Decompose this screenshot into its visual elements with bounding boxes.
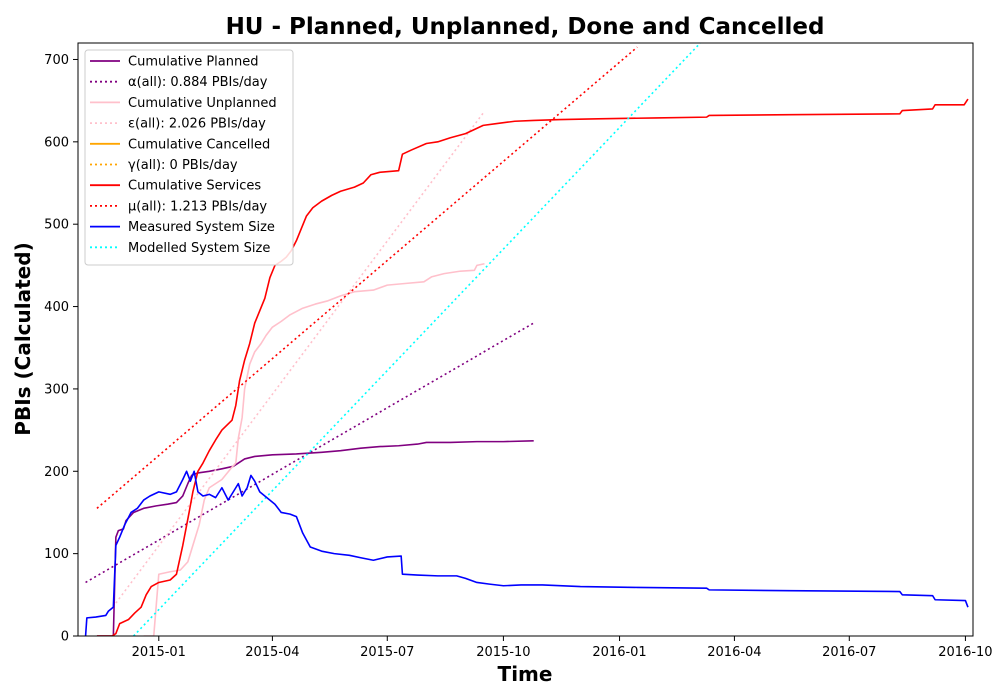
legend-entry: Cumulative Unplanned: [90, 96, 277, 111]
series-line-8: [84, 470, 969, 636]
series-layer: [84, 43, 969, 636]
x-tick-label: 2015-04: [245, 645, 299, 660]
legend-entry: α(all): 0.884 PBIs/day: [90, 75, 268, 90]
legend-label: Cumulative Unplanned: [128, 96, 277, 111]
legend-label: α(all): 0.884 PBIs/day: [128, 75, 268, 90]
legend-label: ε(all): 2.026 PBIs/day: [128, 117, 266, 132]
legend-label: Measured System Size: [128, 220, 275, 235]
legend-label: Cumulative Planned: [128, 55, 258, 70]
x-tick-label: 2016-04: [707, 645, 761, 660]
x-tick-label: 2015-01: [132, 645, 186, 660]
legend-entry: Cumulative Services: [90, 179, 261, 194]
legend-label: Modelled System Size: [128, 241, 270, 256]
legend-entry: Cumulative Cancelled: [90, 137, 270, 152]
axes-layer: [77, 42, 974, 637]
x-tick-label: 2015-10: [476, 645, 530, 660]
series-line-9: [132, 43, 701, 636]
series-line-1: [85, 322, 535, 584]
y-tick-label: 200: [44, 465, 69, 480]
legend-entry: Measured System Size: [90, 220, 275, 235]
legend-entry: Cumulative Planned: [90, 55, 258, 70]
ticks-layer: 2015-01 2015-04 2015-07 2015-10 2016-01 2016-…: [44, 53, 992, 660]
series-line-3: [115, 112, 484, 604]
x-axis-label: Time: [498, 662, 553, 686]
x-tick-label: 2016-10: [938, 645, 992, 660]
y-tick-label: 0: [61, 630, 69, 645]
legend-label: Cumulative Services: [128, 179, 261, 194]
series-line-6: [96, 98, 969, 636]
series-line-2: [143, 262, 485, 636]
y-tick-label: 700: [44, 53, 69, 68]
legend-box: [84, 49, 294, 266]
y-tick-label: 100: [44, 547, 69, 562]
y-tick-label: 500: [44, 218, 69, 233]
legend-entry: γ(all): 0 PBIs/day: [90, 158, 238, 173]
legend-label: μ(all): 1.213 PBIs/day: [128, 199, 267, 214]
legend-entry: ε(all): 2.026 PBIs/day: [90, 117, 266, 132]
series-line-7: [96, 46, 638, 509]
y-tick-label: 400: [44, 300, 69, 315]
legend-entry: Modelled System Size: [90, 241, 270, 256]
x-tick-label: 2015-07: [360, 645, 414, 660]
legend-label: γ(all): 0 PBIs/day: [128, 158, 238, 173]
x-tick-label: 2016-01: [592, 645, 646, 660]
legend: Cumulative Planned α(all): 0.884 PBIs/day…: [84, 49, 294, 266]
plot-frame: [77, 42, 974, 637]
y-tick-label: 300: [44, 382, 69, 397]
y-axis-label: PBIs (Calculated): [11, 242, 35, 435]
x-tick-label: 2016-07: [822, 645, 876, 660]
legend-label: Cumulative Cancelled: [128, 137, 270, 152]
y-tick-label: 600: [44, 135, 69, 150]
legend-entry: μ(all): 1.213 PBIs/day: [90, 199, 267, 214]
chart-title: HU - Planned, Unplanned, Done and Cancel…: [226, 14, 825, 40]
